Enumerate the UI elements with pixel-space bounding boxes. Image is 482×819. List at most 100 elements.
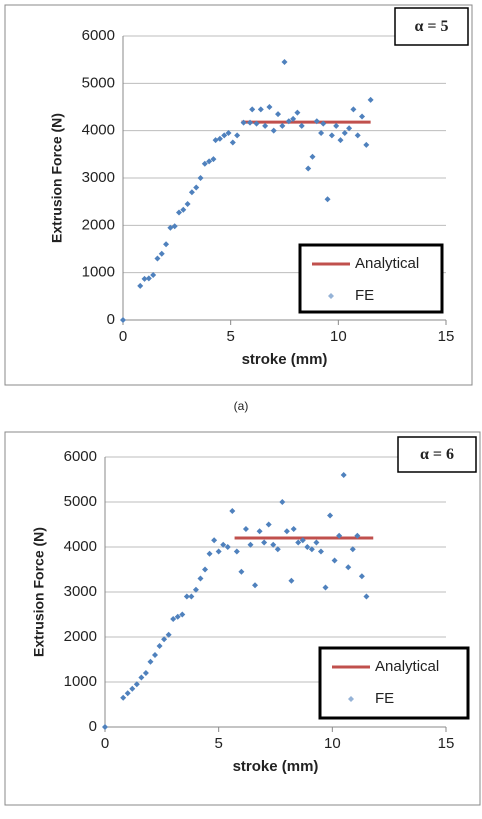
fe-point	[354, 532, 361, 539]
fe-point	[234, 132, 241, 139]
fe-point	[142, 670, 149, 676]
fe-point	[102, 724, 108, 730]
fe-point	[327, 512, 334, 519]
fe-point	[308, 546, 315, 553]
y-axis-title: Extrusion Force (N)	[31, 527, 47, 657]
fe-point	[318, 130, 325, 137]
fe-point	[211, 537, 218, 544]
fe-point	[340, 472, 347, 478]
fe-point	[188, 593, 195, 600]
x-tick-label: 0	[119, 328, 127, 345]
fe-point	[290, 115, 297, 122]
fe-point	[163, 241, 170, 248]
fe-point	[224, 544, 231, 550]
fe-point	[341, 130, 348, 137]
fe-point	[320, 120, 327, 127]
fe-point	[295, 539, 302, 546]
fe-point	[154, 255, 161, 262]
fe-point	[290, 526, 297, 532]
fe-point	[270, 127, 277, 134]
fe-point	[220, 541, 227, 548]
x-tick-label: 10	[330, 328, 347, 345]
fe-point	[145, 275, 152, 282]
fe-point	[317, 548, 324, 555]
fe-point	[171, 223, 178, 230]
x-tick-label: 5	[214, 735, 222, 752]
fe-point	[281, 59, 288, 66]
fe-point	[349, 546, 356, 553]
fe-point	[129, 685, 136, 692]
fe-point	[158, 250, 165, 257]
fe-point	[294, 109, 301, 116]
y-tick-label: 6000	[64, 448, 97, 465]
fe-point	[367, 96, 374, 103]
fe-point	[309, 153, 316, 160]
fe-point	[345, 564, 352, 571]
fe-point	[359, 113, 366, 120]
fe-point	[180, 206, 187, 213]
fe-point	[215, 548, 222, 555]
annotation-box	[397, 436, 477, 473]
legend-label: FE	[375, 690, 394, 707]
fe-point	[305, 165, 312, 172]
chart-frame	[4, 431, 481, 806]
fe-point	[279, 499, 286, 505]
y-tick-label: 5000	[64, 493, 97, 510]
fe-point	[358, 573, 365, 580]
fe-point	[274, 546, 281, 553]
fe-point	[256, 528, 263, 535]
fe-point	[183, 593, 190, 600]
legend-box	[318, 646, 470, 720]
fe-point	[363, 593, 370, 600]
fe-point	[120, 317, 126, 323]
y-tick-label: 4000	[64, 538, 97, 555]
fe-point	[175, 209, 182, 216]
y-tick-label: 3000	[82, 169, 115, 186]
fe-point	[221, 132, 228, 139]
fe-point	[138, 674, 145, 681]
fe-point	[147, 658, 154, 665]
fe-point	[270, 541, 277, 548]
fe-point	[240, 119, 247, 126]
fe-point	[225, 130, 232, 137]
fe-point	[350, 106, 357, 113]
fe-point	[313, 539, 320, 546]
y-tick-label: 2000	[64, 628, 97, 645]
fe-point	[156, 643, 163, 649]
fe-point	[253, 120, 260, 127]
y-tick-label: 1000	[82, 264, 115, 281]
fe-point	[266, 104, 273, 110]
y-tick-label: 5000	[82, 74, 115, 91]
fe-point	[206, 158, 213, 165]
fe-point	[242, 526, 249, 532]
x-tick-label: 5	[226, 328, 234, 345]
fe-point	[152, 652, 159, 658]
fe-point	[328, 132, 335, 139]
fe-point	[304, 544, 311, 550]
fe-point	[238, 568, 245, 575]
x-axis-title: stroke (mm)	[242, 351, 328, 368]
fe-point	[137, 282, 144, 289]
annotation-box	[394, 7, 469, 46]
fe-point	[170, 616, 177, 622]
fe-point	[288, 577, 295, 584]
fe-point	[265, 521, 272, 528]
fe-point	[133, 681, 140, 688]
fe-point	[298, 122, 305, 129]
fe-point	[283, 528, 290, 535]
fe-point	[161, 636, 168, 643]
fe-point	[299, 537, 306, 544]
fe-point	[210, 156, 217, 163]
legend-label: Analytical	[355, 255, 419, 272]
annotation: α = 5	[414, 18, 448, 35]
fe-point	[184, 201, 191, 208]
fe-point	[233, 548, 240, 555]
fe-point	[313, 118, 320, 125]
x-tick-label: 0	[101, 735, 109, 752]
fe-point	[201, 160, 208, 167]
fe-point	[202, 566, 209, 573]
fe-point	[247, 119, 254, 126]
fe-point	[331, 557, 338, 564]
